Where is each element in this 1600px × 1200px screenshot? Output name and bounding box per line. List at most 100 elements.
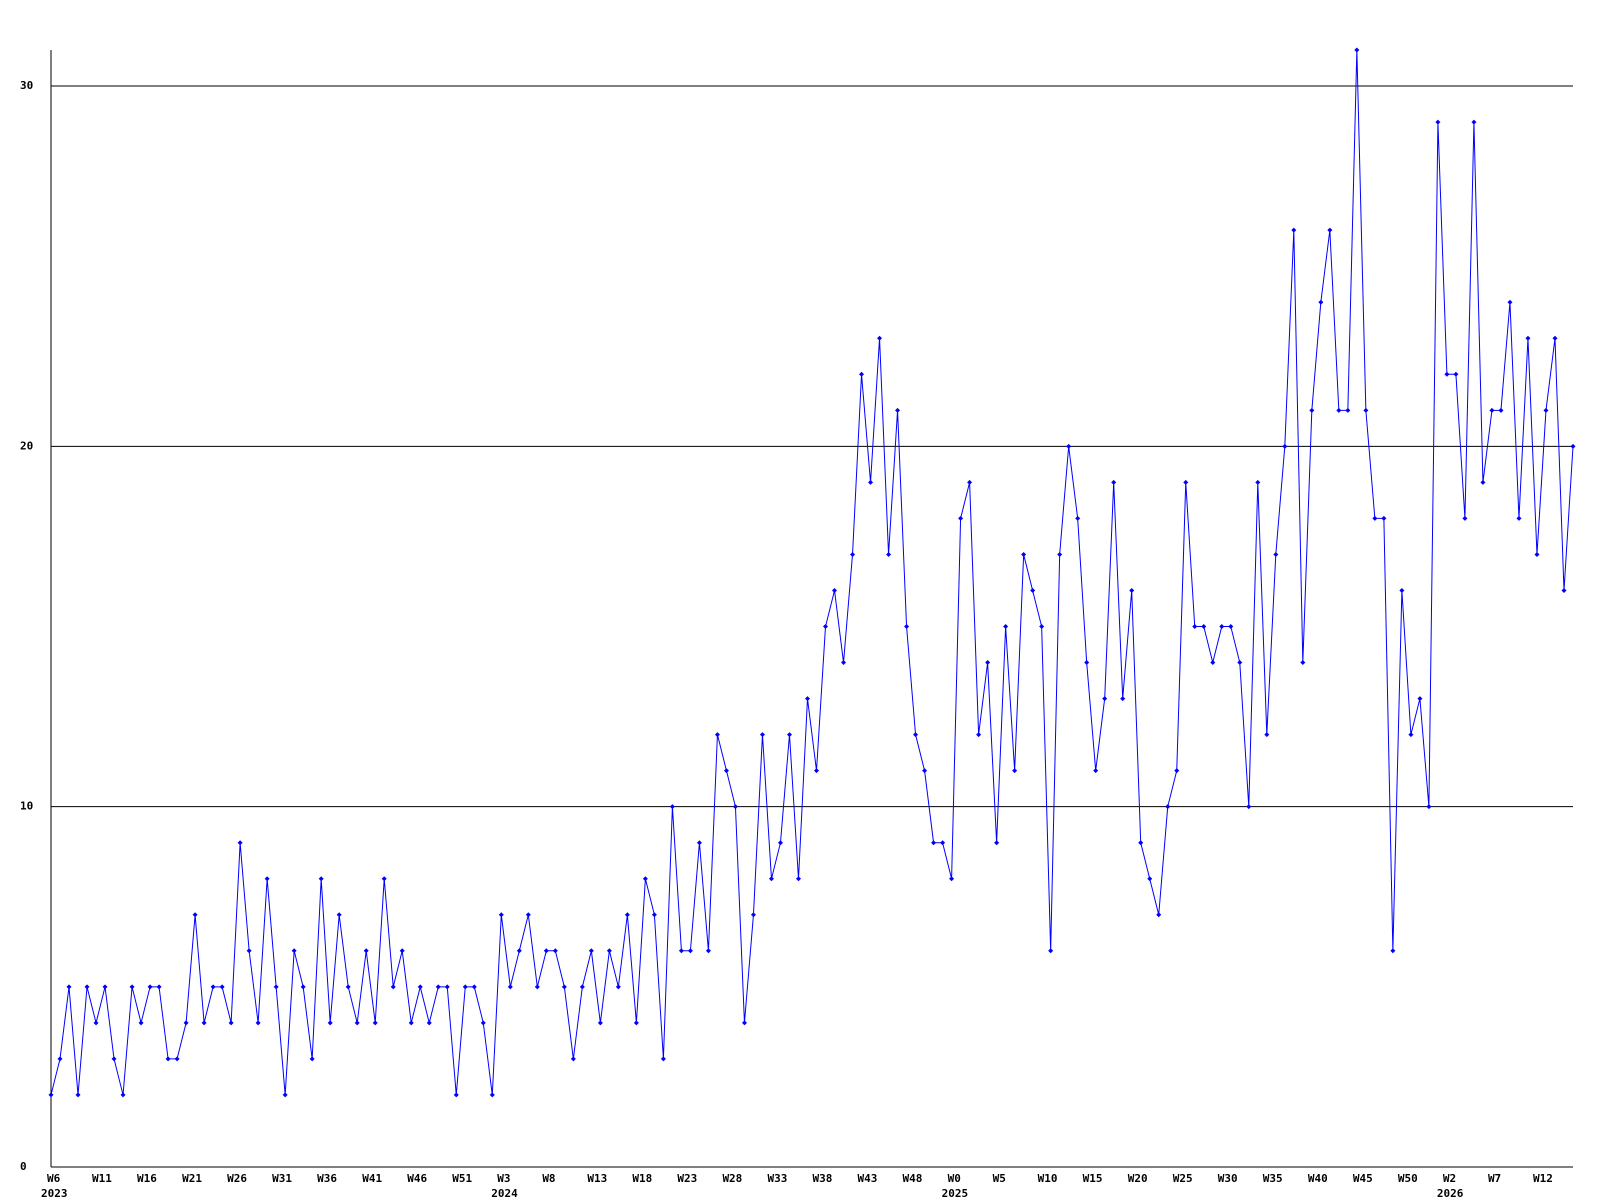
data-point	[1471, 119, 1477, 125]
y-tick-label: 20	[20, 439, 33, 452]
data-point	[1219, 624, 1225, 630]
data-point	[1417, 696, 1423, 702]
y-tick-label: 30	[20, 79, 33, 92]
data-point	[1102, 696, 1108, 702]
data-point	[705, 948, 711, 954]
data-point	[985, 660, 991, 666]
x-tick-label: W46	[407, 1172, 427, 1185]
x-tick-label: W25	[1173, 1172, 1193, 1185]
data-point	[579, 984, 585, 990]
data-point	[399, 948, 405, 954]
data-point	[904, 624, 910, 630]
data-point	[1003, 624, 1009, 630]
data-point	[1093, 768, 1099, 774]
data-point	[615, 984, 621, 990]
data-point	[390, 984, 396, 990]
data-point	[1327, 227, 1333, 233]
data-point	[525, 912, 531, 918]
data-point	[786, 732, 792, 738]
data-point	[1075, 515, 1081, 521]
data-point	[895, 407, 901, 413]
data-point	[1534, 551, 1540, 557]
data-point	[940, 840, 946, 846]
x-tick-label: W51	[452, 1172, 472, 1185]
data-point	[1012, 768, 1018, 774]
data-point	[1246, 804, 1252, 810]
x-tick-label: W15	[1083, 1172, 1103, 1185]
data-point	[1309, 407, 1315, 413]
data-point	[300, 984, 306, 990]
x-tick-label: W6	[47, 1172, 61, 1185]
data-point	[913, 732, 919, 738]
x-tick-label: W50	[1398, 1172, 1418, 1185]
data-point	[174, 1056, 180, 1062]
data-point	[814, 768, 820, 774]
data-point	[877, 335, 883, 341]
data-point	[273, 984, 279, 990]
data-point	[1543, 407, 1549, 413]
x-tick-label: W11	[92, 1172, 112, 1185]
x-tick-label: W48	[903, 1172, 923, 1185]
data-line	[50, 49, 1574, 1096]
data-point	[1516, 515, 1522, 521]
data-point	[1336, 407, 1342, 413]
data-point	[1174, 768, 1180, 774]
data-point	[886, 551, 892, 557]
data-point	[138, 1020, 144, 1026]
data-point	[120, 1092, 126, 1098]
data-point	[66, 984, 72, 990]
data-point	[967, 479, 973, 485]
data-point	[201, 1020, 207, 1026]
x-tick-label: W43	[858, 1172, 878, 1185]
x-tick-label: W31	[272, 1172, 292, 1185]
data-point	[480, 1020, 486, 1026]
data-point	[1192, 624, 1198, 630]
data-point	[1264, 732, 1270, 738]
data-point	[1561, 587, 1567, 593]
data-point	[1390, 948, 1396, 954]
data-point	[660, 1056, 666, 1062]
data-point	[552, 948, 558, 954]
data-point	[633, 1020, 639, 1026]
data-point	[1507, 299, 1513, 305]
x-tick-label: W7	[1488, 1172, 1501, 1185]
data-point	[1183, 479, 1189, 485]
data-point	[336, 912, 342, 918]
data-point	[318, 876, 324, 882]
data-point	[859, 371, 865, 377]
data-point	[183, 1020, 189, 1026]
data-point	[210, 984, 216, 990]
data-point	[1381, 515, 1387, 521]
data-point	[642, 876, 648, 882]
data-point	[651, 912, 657, 918]
data-point	[994, 840, 1000, 846]
data-point	[543, 948, 549, 954]
x-tick-label: W36	[317, 1172, 337, 1185]
data-point	[1111, 479, 1117, 485]
y-tick-label: 10	[20, 800, 33, 813]
x-tick-label: W5	[993, 1172, 1006, 1185]
data-point	[570, 1056, 576, 1062]
data-point	[453, 1092, 459, 1098]
data-point	[714, 732, 720, 738]
data-point	[1399, 587, 1405, 593]
data-point	[1435, 119, 1441, 125]
data-point	[84, 984, 90, 990]
data-point	[804, 696, 810, 702]
data-point	[48, 1092, 54, 1098]
data-point	[850, 551, 856, 557]
x-tick-label: W0	[948, 1172, 961, 1185]
data-point	[768, 876, 774, 882]
data-point	[741, 1020, 747, 1026]
data-point	[408, 1020, 414, 1026]
data-point	[426, 1020, 432, 1026]
data-point	[1084, 660, 1090, 666]
data-point	[561, 984, 567, 990]
data-point	[516, 948, 522, 954]
x-tick-label: W28	[722, 1172, 742, 1185]
data-point	[534, 984, 540, 990]
data-point	[1354, 47, 1360, 53]
data-point	[841, 660, 847, 666]
data-point	[228, 1020, 234, 1026]
